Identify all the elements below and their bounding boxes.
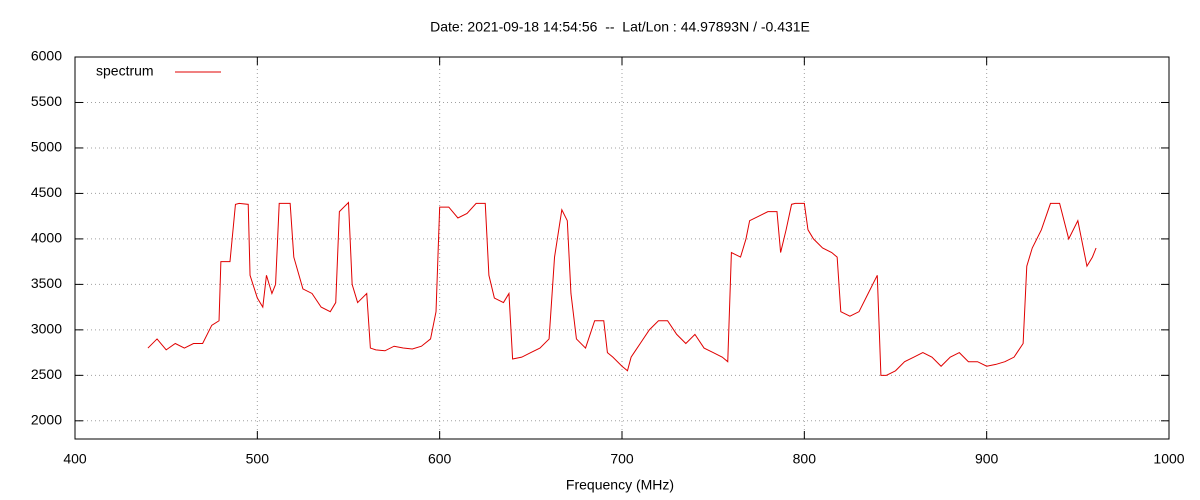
y-tick-label: 2500	[31, 366, 62, 382]
x-axis-label: Frequency (MHz)	[566, 477, 674, 493]
y-tick-label: 3000	[31, 321, 62, 337]
x-tick-label: 800	[793, 451, 817, 467]
y-tick-label: 4000	[31, 230, 62, 246]
x-tick-label: 1000	[1153, 451, 1184, 467]
plot-border	[74, 56, 1170, 440]
y-tick-label: 4500	[31, 184, 62, 200]
x-tick-label: 900	[975, 451, 999, 467]
y-tick-label: 2000	[31, 412, 62, 428]
spectrum-line	[147, 201, 1097, 376]
chart-title: Date: 2021-09-18 14:54:56 -- Lat/Lon : 4…	[430, 19, 810, 35]
y-tick-label: 3500	[31, 275, 62, 291]
y-tick-label: 5000	[31, 139, 62, 155]
y-tick-label: 5500	[31, 93, 62, 109]
x-tick-label: 600	[428, 451, 452, 467]
legend-label: spectrum	[96, 63, 154, 79]
x-tick-label: 700	[610, 451, 634, 467]
y-tick-label: 6000	[31, 48, 62, 64]
x-tick-label: 500	[246, 451, 270, 467]
x-tick-label: 400	[63, 451, 87, 467]
